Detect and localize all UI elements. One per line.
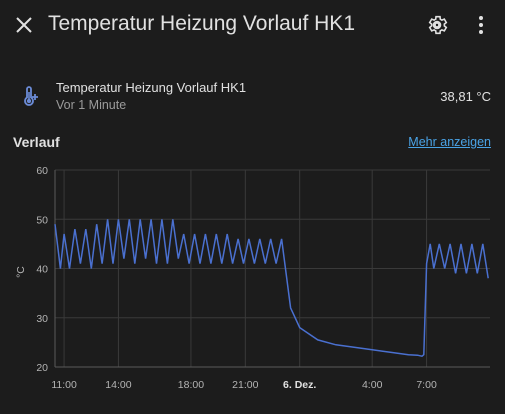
x-tick-label: 21:00 xyxy=(232,379,258,391)
entity-last-changed: Vor 1 Minute xyxy=(56,98,127,112)
dialog-header: Temperatur Heizung Vorlauf HK1 xyxy=(0,0,505,50)
show-more-link[interactable]: Mehr anzeigen xyxy=(408,135,491,149)
dialog-title: Temperatur Heizung Vorlauf HK1 xyxy=(48,12,355,35)
x-tick-label: 6. Dez. xyxy=(283,379,316,391)
gear-icon xyxy=(428,15,448,35)
x-tick-label: 18:00 xyxy=(178,379,204,391)
x-tick-label: 7:00 xyxy=(416,379,437,391)
more-vert-icon xyxy=(479,16,483,34)
y-tick-label: 20 xyxy=(36,362,48,374)
settings-button[interactable] xyxy=(425,13,449,37)
y-axis-label: °C xyxy=(15,266,27,278)
y-tick-label: 50 xyxy=(36,214,48,226)
x-tick-label: 11:00 xyxy=(51,379,77,391)
more-options-button[interactable] xyxy=(470,13,492,37)
entity-row: Temperatur Heizung Vorlauf HK1 Vor 1 Min… xyxy=(0,72,505,120)
entity-name: Temperatur Heizung Vorlauf HK1 xyxy=(56,80,247,95)
x-tick-label: 14:00 xyxy=(105,379,131,391)
entity-state-value: 38,81 °C xyxy=(440,89,491,104)
history-title: Verlauf xyxy=(13,134,60,150)
close-button[interactable] xyxy=(12,13,36,37)
y-tick-label: 60 xyxy=(36,165,48,177)
thermometer-plus-icon xyxy=(18,85,42,109)
close-icon xyxy=(16,17,32,33)
x-tick-label: 4:00 xyxy=(362,379,383,391)
series-line xyxy=(54,219,489,358)
y-tick-label: 40 xyxy=(36,264,48,276)
y-tick-label: 30 xyxy=(36,313,48,325)
